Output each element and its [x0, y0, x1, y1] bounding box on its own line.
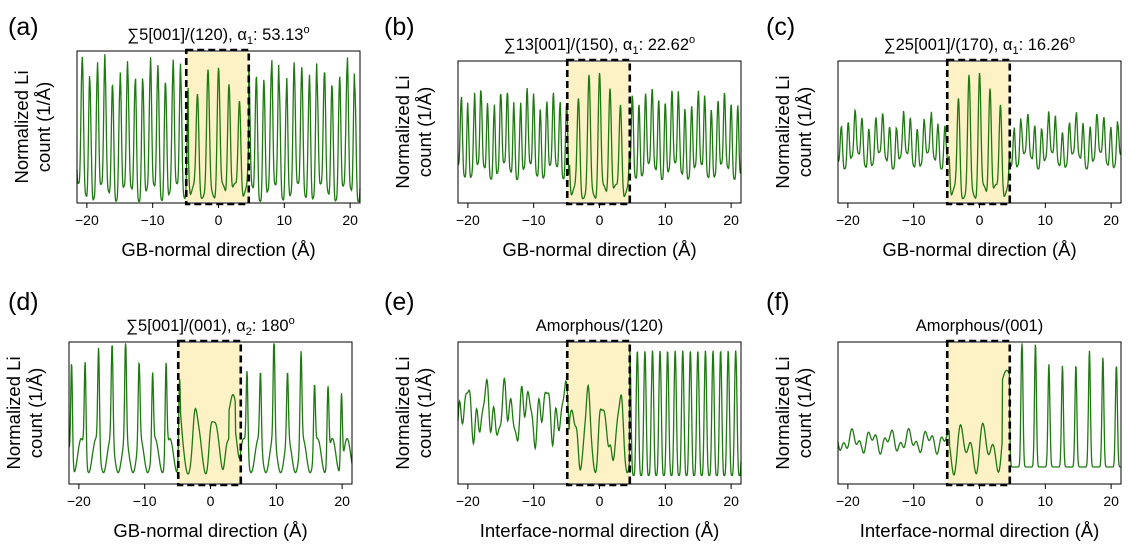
panel-label: (e)	[384, 288, 415, 316]
x-tick-label: −20	[67, 493, 91, 509]
highlight-region	[178, 343, 241, 483]
x-tick-label: 0	[596, 212, 604, 228]
x-tick-label: −20	[456, 493, 480, 509]
x-tick-label: 20	[723, 493, 739, 509]
x-tick-label: 20	[334, 493, 350, 509]
x-tick-label: 0	[215, 212, 223, 228]
x-tick-label: 10	[269, 493, 285, 509]
li-count-line	[76, 54, 361, 203]
y-axis-label: count (1/Å)	[25, 368, 46, 459]
y-axis-label: count (1/Å)	[414, 87, 435, 178]
x-tick-label: 20	[723, 212, 739, 228]
li-count-line	[457, 350, 742, 477]
gb-dashed-box	[184, 48, 251, 206]
gb-dashed-box	[176, 339, 243, 487]
y-axis-label: Normalized Li	[392, 75, 413, 188]
y-axis-label: count (1/Å)	[414, 368, 435, 459]
gb-dashed-box	[565, 339, 632, 487]
panel-label: (a)	[8, 13, 39, 41]
panel-d: −20 −10 0 10 20 GB-normal direction (Å) Normal…	[3, 288, 353, 541]
x-tick-label: 20	[1103, 212, 1119, 228]
x-tick-label: −10	[141, 212, 165, 228]
x-tick-label: 10	[277, 212, 293, 228]
x-tick-label: −10	[522, 493, 546, 509]
x-axis-label: GB-normal direction (Å)	[113, 520, 307, 541]
y-axis-label: Normalized Li	[3, 356, 24, 469]
panel-label: (d)	[8, 288, 39, 316]
y-axis-label: Normalized Li	[772, 356, 793, 469]
li-count-line	[68, 343, 353, 475]
panel-title: ∑5[001]/(120), α1: 53.13o	[127, 24, 309, 47]
panel-title: Amorphous/(001)	[916, 317, 1043, 335]
x-tick-label: −10	[902, 212, 926, 228]
x-tick-label: 0	[596, 493, 604, 509]
x-tick-label: −20	[456, 212, 480, 228]
gb-dashed-box	[565, 58, 632, 206]
panel-label: (f)	[766, 288, 790, 316]
panel-title: ∑5[001]/(001), α2: 180o	[126, 315, 294, 338]
panel-a: −20 −10 0 10 20 GB-normal direction (Å) Normal…	[8, 13, 361, 260]
x-axis-label: GB-normal direction (Å)	[121, 239, 315, 260]
y-axis-label: count (1/Å)	[794, 368, 815, 459]
panel-label: (b)	[384, 13, 415, 41]
x-tick-label: −10	[133, 493, 157, 509]
y-axis-label: Normalized Li	[392, 356, 413, 469]
x-tick-label: 10	[1038, 212, 1054, 228]
x-axis-label: GB-normal direction (Å)	[502, 239, 696, 260]
x-tick-label: −10	[902, 493, 926, 509]
x-axis-label: GB-normal direction (Å)	[882, 239, 1076, 260]
x-axis-label: Interface-normal direction (Å)	[480, 520, 720, 541]
panel-title: ∑13[001]/(150), α1: 22.62o	[504, 34, 695, 57]
panel-c: −20 −10 0 10 20 GB-normal direction (Å) Normal…	[766, 13, 1122, 260]
panel-title: Amorphous/(120)	[536, 317, 663, 335]
x-tick-label: 0	[207, 493, 215, 509]
x-tick-label: 0	[976, 493, 984, 509]
x-tick-label: 10	[658, 212, 674, 228]
x-tick-label: −20	[836, 212, 860, 228]
panel-label: (c)	[766, 13, 795, 41]
li-count-line	[837, 343, 1121, 476]
y-axis-label: count (1/Å)	[794, 87, 815, 178]
y-axis-label: Normalized Li	[11, 70, 32, 183]
x-tick-label: −10	[522, 212, 546, 228]
x-tick-label: 0	[976, 212, 984, 228]
gb-dashed-box	[945, 58, 1012, 206]
panel-title: ∑25[001]/(170), α1: 16.26o	[884, 34, 1075, 57]
highlight-region	[567, 343, 630, 483]
li-count-line	[457, 72, 742, 200]
x-tick-label: 10	[658, 493, 674, 509]
x-tick-label: 20	[1103, 493, 1119, 509]
x-tick-label: 10	[1038, 493, 1054, 509]
y-axis-label: Normalized Li	[772, 75, 793, 188]
panel-b: −20 −10 0 10 20 GB-normal direction (Å) Normal…	[384, 13, 742, 260]
x-tick-label: −20	[836, 493, 860, 509]
y-axis-label: count (1/Å)	[33, 82, 54, 173]
x-tick-label: −20	[75, 212, 99, 228]
x-axis-label: Interface-normal direction (Å)	[860, 520, 1100, 541]
li-count-line	[837, 72, 1122, 200]
gb-dashed-box	[945, 339, 1012, 487]
x-tick-label: 20	[342, 212, 358, 228]
